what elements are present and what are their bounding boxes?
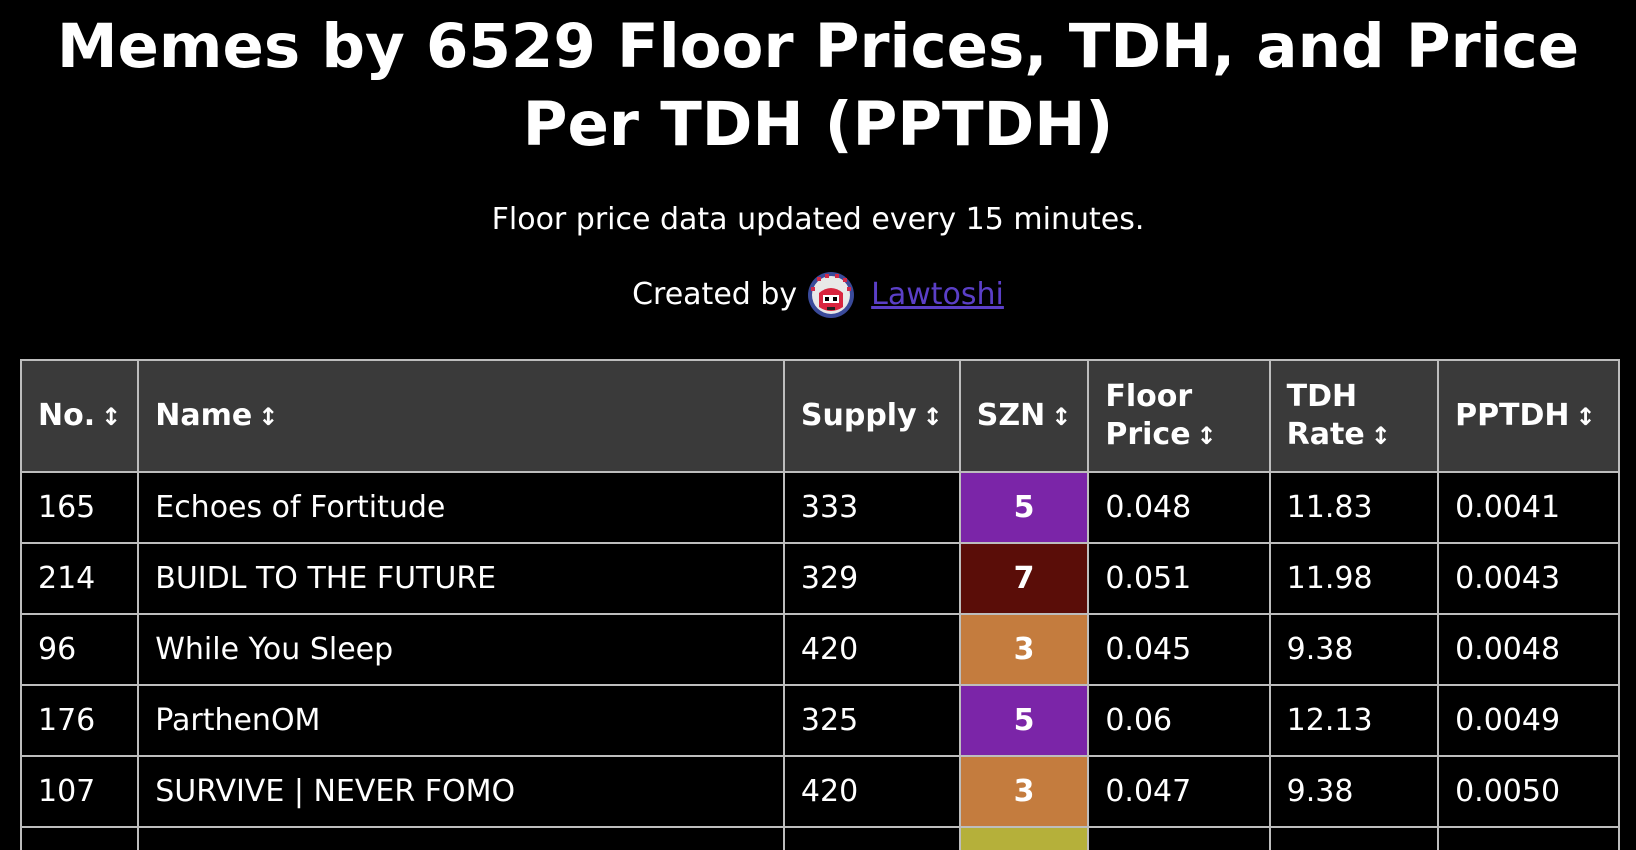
header-pptdh[interactable]: PPTDH ↕	[1437, 359, 1620, 473]
sort-icon: ↕	[1051, 402, 1072, 431]
author-link[interactable]: Lawtoshi	[871, 277, 1004, 312]
sort-icon: ↕	[1575, 402, 1596, 431]
cell-supply: 420	[782, 613, 961, 686]
cell-floor-price: 0.048	[1087, 471, 1271, 544]
cell-name: SURVIVE | NEVER FOMO	[137, 755, 785, 828]
page-title: Memes by 6529 Floor Prices, TDH, and Pri…	[56, 11, 1580, 160]
cell-floor-price: 0.06	[1087, 684, 1271, 757]
header-floor-price[interactable]: Floor Price ↕	[1087, 359, 1271, 473]
cell-name	[137, 826, 785, 850]
header-label: TDH Rate	[1286, 378, 1365, 452]
cell-tdh-rate: 9.38	[1268, 755, 1440, 828]
cell-szn: 5	[958, 471, 1090, 544]
cell-supply	[782, 826, 961, 850]
header-tdh-rate[interactable]: TDH Rate ↕	[1268, 359, 1440, 473]
header-szn[interactable]: SZN ↕	[958, 359, 1090, 473]
header-label: Floor Price	[1105, 378, 1193, 452]
cell-tdh-rate: 11.83	[1268, 471, 1440, 544]
cell-no: 214	[19, 542, 140, 615]
cell-floor-price: 0.047	[1087, 755, 1271, 828]
table-row: 176 ParthenOM 325 5 0.06 12.13 0.0049	[19, 684, 1620, 757]
cell-name: BUIDL TO THE FUTURE	[137, 542, 785, 615]
cell-supply: 420	[782, 755, 961, 828]
cell-tdh-rate: 12.13	[1268, 684, 1440, 757]
cell-tdh-rate	[1268, 826, 1440, 850]
update-note: Floor price data updated every 15 minute…	[491, 202, 1145, 237]
cell-floor-price: 0.051	[1087, 542, 1271, 615]
header-label: Supply	[800, 397, 917, 433]
cell-no: 107	[19, 755, 140, 828]
cell-szn	[958, 826, 1090, 850]
table-row: 214 BUIDL TO THE FUTURE 329 7 0.051 11.9…	[19, 542, 1620, 615]
sort-icon: ↕	[258, 402, 279, 431]
cell-no: 96	[19, 613, 140, 686]
credit-line: Created by Lawtoshi	[0, 270, 1636, 320]
cell-tdh-rate: 11.98	[1268, 542, 1440, 615]
cell-no	[19, 826, 140, 850]
author-avatar	[807, 271, 855, 319]
header-label: Name	[155, 397, 253, 433]
sort-icon: ↕	[922, 402, 943, 431]
cell-name: Echoes of Fortitude	[137, 471, 785, 544]
cell-pptdh: 0.0050	[1437, 755, 1620, 828]
table-row	[19, 826, 1620, 850]
cell-floor-price: 0.045	[1087, 613, 1271, 686]
cell-szn: 3	[958, 613, 1090, 686]
header-label: PPTDH	[1455, 397, 1570, 433]
cell-pptdh: 0.0049	[1437, 684, 1620, 757]
cell-tdh-rate: 9.38	[1268, 613, 1440, 686]
table-header-row: No. ↕ Name ↕ Supply ↕ SZN ↕ Floor Price ↕ TDH…	[19, 359, 1620, 473]
header-supply[interactable]: Supply ↕	[782, 359, 961, 473]
cell-supply: 329	[782, 542, 961, 615]
header-name[interactable]: Name ↕	[137, 359, 785, 473]
header-label: SZN	[976, 397, 1046, 433]
cell-szn: 7	[958, 542, 1090, 615]
cell-no: 176	[19, 684, 140, 757]
header-no[interactable]: No. ↕	[19, 359, 140, 473]
cell-name: While You Sleep	[137, 613, 785, 686]
cell-no: 165	[19, 471, 140, 544]
cell-supply: 333	[782, 471, 961, 544]
cell-name: ParthenOM	[137, 684, 785, 757]
avatar-icon	[808, 272, 855, 318]
table-row: 96 While You Sleep 420 3 0.045 9.38 0.00…	[19, 613, 1620, 686]
cell-pptdh: 0.0043	[1437, 542, 1620, 615]
cell-pptdh: 0.0048	[1437, 613, 1620, 686]
cell-pptdh: 0.0041	[1437, 471, 1620, 544]
cell-pptdh	[1437, 826, 1620, 850]
header-label: No.	[38, 397, 96, 433]
table-row: 107 SURVIVE | NEVER FOMO 420 3 0.047 9.3…	[19, 755, 1620, 828]
cell-floor-price	[1087, 826, 1271, 850]
cell-supply: 325	[782, 684, 961, 757]
cell-szn: 5	[958, 684, 1090, 757]
table-row: 165 Echoes of Fortitude 333 5 0.048 11.8…	[19, 471, 1620, 544]
price-table: No. ↕ Name ↕ Supply ↕ SZN ↕ Floor Price ↕ TDH…	[19, 359, 1620, 850]
sort-icon: ↕	[1370, 421, 1391, 450]
cell-szn: 3	[958, 755, 1090, 828]
sort-icon: ↕	[101, 402, 122, 431]
sort-icon: ↕	[1196, 421, 1217, 450]
credit-prefix: Created by	[632, 277, 798, 312]
